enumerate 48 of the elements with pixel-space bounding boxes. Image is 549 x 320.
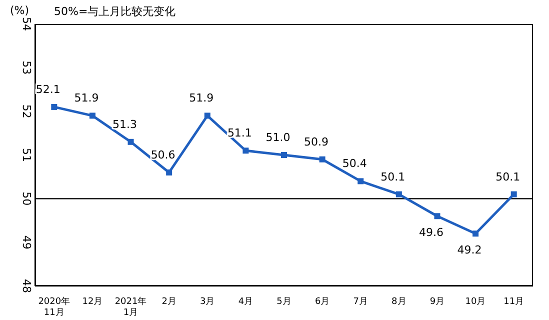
data-label: 50.6 [150,148,176,162]
y-tick-label: 49 [20,235,33,250]
point [89,112,96,119]
y-tick-label: 51 [20,148,33,162]
data-label: 51.3 [112,118,138,131]
data-label: 50.1 [380,170,406,184]
data-label: 51.9 [189,92,214,105]
data-label: 52.1 [36,82,60,96]
data-label: 50.4 [342,157,367,170]
text: 50%=与上月比较无变化 [54,4,176,19]
point [396,191,402,198]
x-tick-label: 4月 [238,297,254,307]
x-tick-label: 2020年 11月 [38,296,70,318]
y-tick-label: 50 [20,192,33,206]
point [319,156,326,162]
data-label: 49.2 [457,244,482,257]
point [128,138,134,145]
y-tick-label: 52 [20,104,33,118]
x-tick-label: 12月 [82,297,103,307]
y-tick-label: 54 [20,17,33,31]
point [472,230,479,237]
point [358,178,364,184]
x-tick-label: 7月 [353,297,368,307]
x-tick-label: 2021年 1月 [114,296,147,318]
point [204,112,210,119]
point [242,148,249,154]
x-tick-label: 2月 [162,297,176,307]
point [434,213,440,220]
x-tick-label: 11月 [504,297,524,307]
y-tick-label: 53 [20,60,33,75]
data-label: 51.0 [266,131,290,144]
data-label: 49.6 [418,226,444,240]
x-tick-label: 3月 [200,297,215,307]
x-tick-label: 8月 [392,297,406,307]
data-label: 50.9 [304,135,329,148]
x-tick-label: 5月 [276,297,292,307]
x-tick-label: 9月 [430,297,445,307]
y-tick-label: 48 [20,279,33,293]
data-label: 51.1 [227,126,252,140]
x-tick-label: 10月 [465,297,486,307]
point [281,152,287,158]
data-label: 50.1 [496,170,520,184]
data-label: 51.9 [74,92,99,105]
x-tick-label: 6月 [314,297,330,307]
point [51,104,58,110]
point [510,191,517,198]
y-axis-title: (%) [10,4,30,17]
point [166,169,172,176]
